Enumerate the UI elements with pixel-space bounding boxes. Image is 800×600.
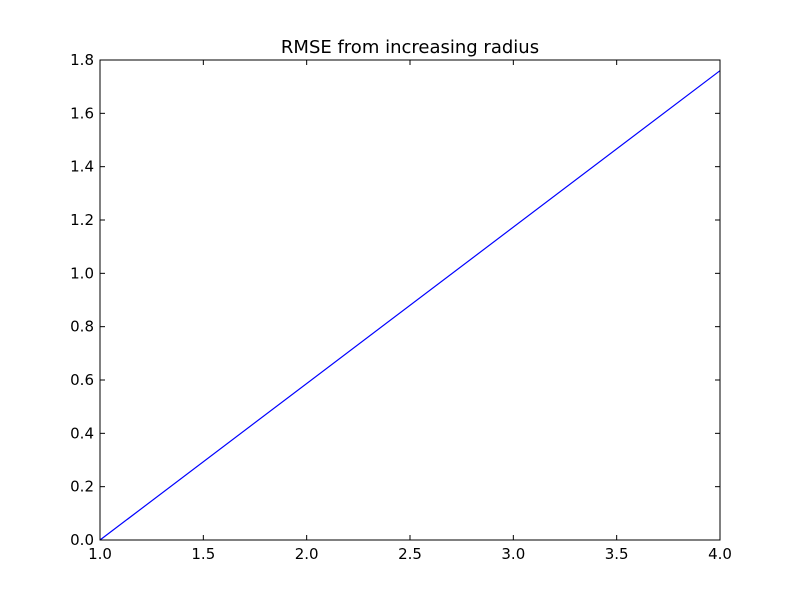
y-tick-label: 0.8 [70, 318, 94, 336]
y-tick-label: 0.4 [70, 424, 94, 442]
axes-background [100, 60, 720, 540]
plot-area: 1.0 1.5 2.0 2.5 3.0 3.5 4.0 0.0 0.2 0.4 0.6 0.8 1.0 1… [70, 51, 732, 563]
axes-frame [99, 59, 721, 541]
x-tick-label: 1.0 [88, 545, 112, 563]
y-tick-label: 1.6 [70, 104, 94, 122]
series-line-0 [99, 70, 721, 541]
y-tick-label: 1.4 [70, 158, 94, 176]
y-tick-label: 0.0 [70, 531, 94, 549]
x-tick-label: 2.0 [295, 545, 319, 563]
x-tick-label: 3.0 [501, 545, 525, 563]
y-tick-label: 0.6 [70, 371, 94, 389]
y-tick-label: 1.2 [70, 211, 94, 229]
x-tick-label: 1.5 [191, 545, 215, 563]
series-layer [99, 70, 721, 541]
x-tick-label: 4.0 [708, 545, 732, 563]
chart-title: RMSE from increasing radius [281, 37, 539, 58]
y-tick-label: 1.0 [70, 264, 94, 282]
x-tick-label: 3.5 [605, 545, 629, 563]
x-tick-label: 2.5 [398, 545, 422, 563]
y-tick-label: 0.2 [70, 478, 94, 496]
ticks: 1.0 1.5 2.0 2.5 3.0 3.5 4.0 0.0 0.2 0.4 0.6 0.8 1.0 1… [70, 51, 732, 563]
y-tick-label: 1.8 [70, 51, 94, 69]
